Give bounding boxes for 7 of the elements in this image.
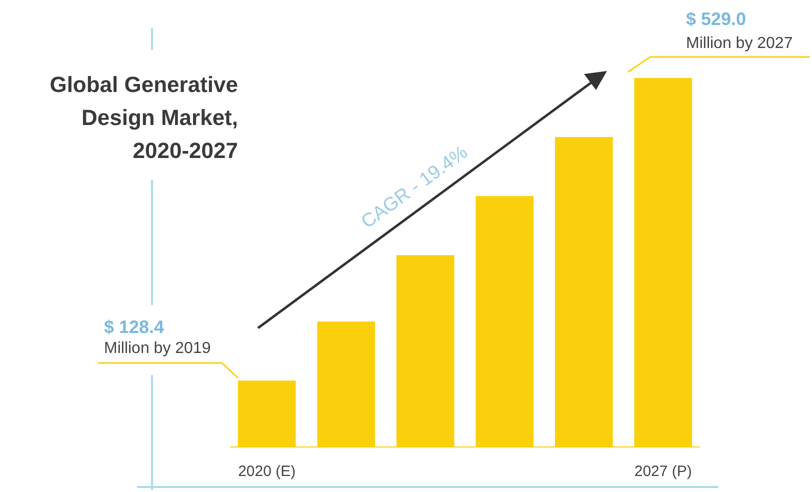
text: Million by 2019 [104, 340, 211, 357]
text: Million by 2027 [686, 35, 793, 52]
x-tick-label: 2020 (E) [238, 463, 296, 480]
text: $ 529.0 [686, 9, 746, 29]
text: Global Generative Design Market, 2020-2027 [50, 72, 238, 163]
text: $ 128.4 [104, 317, 164, 337]
x-tick-label: 2027 (P) [634, 463, 692, 480]
